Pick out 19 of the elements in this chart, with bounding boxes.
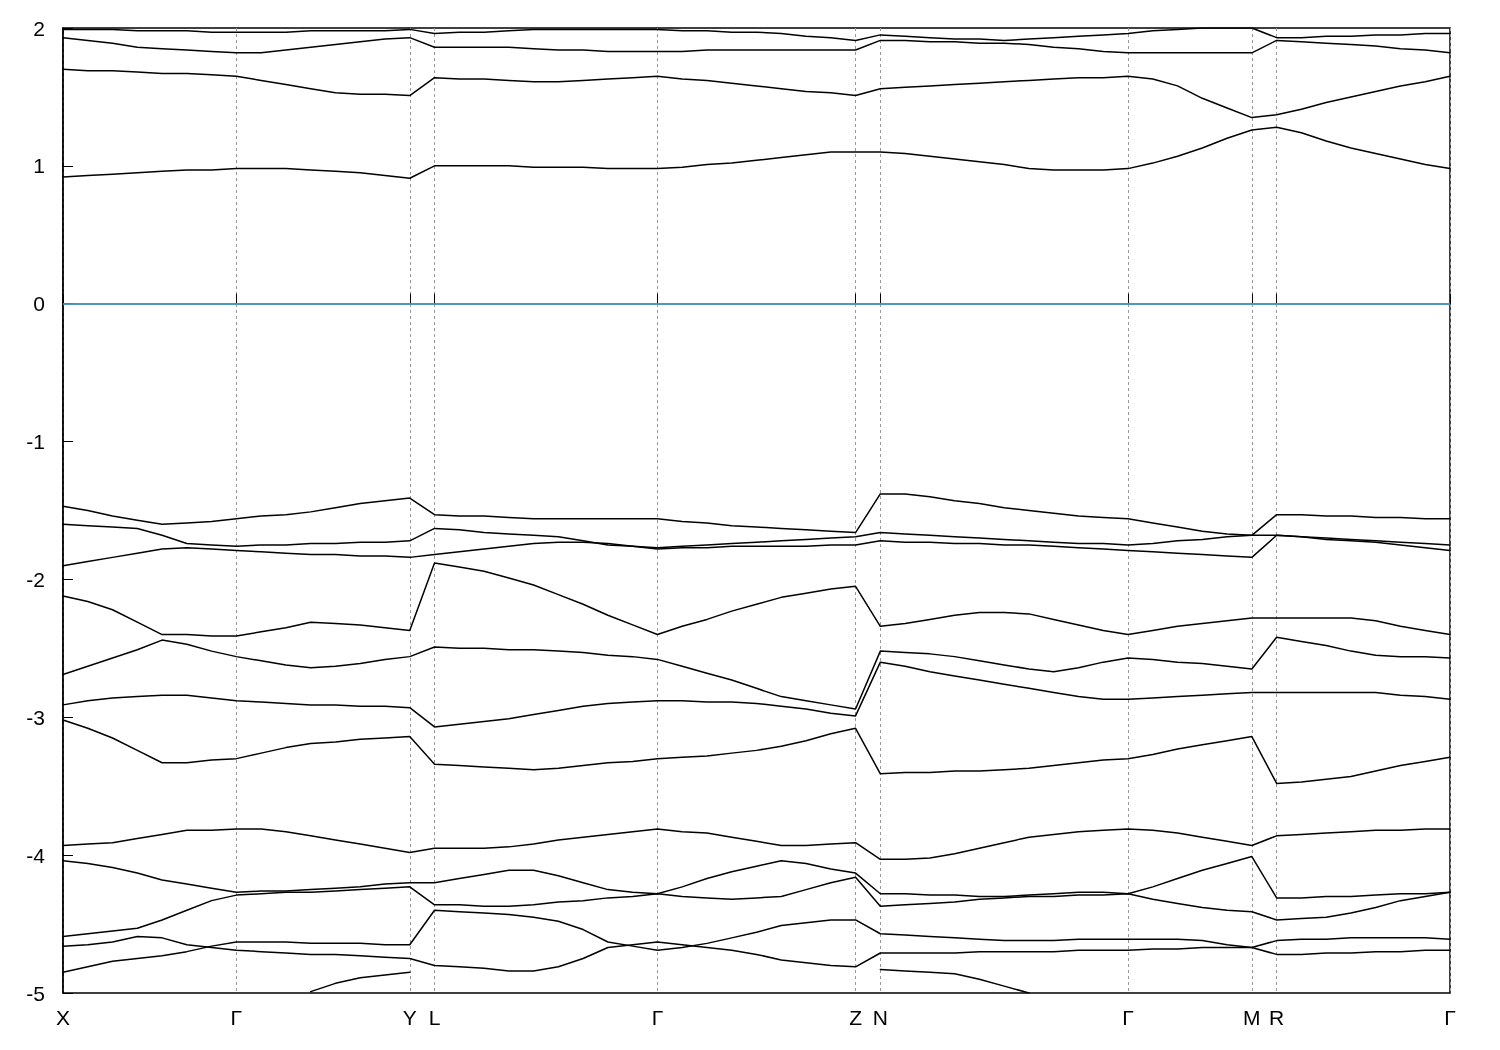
x-tick-label: Γ (1122, 1006, 1134, 1029)
x-tick-label: N (872, 1006, 888, 1029)
x-tick-label: Y (402, 1006, 417, 1029)
y-tick-label: -3 (26, 705, 45, 729)
x-tick-label: Γ (230, 1006, 243, 1029)
x-tick-label: L (428, 1006, 441, 1029)
y-tick-label: -4 (26, 843, 46, 867)
x-tick-label: Γ (1444, 1006, 1456, 1029)
x-tick-label: R (1269, 1006, 1285, 1029)
x-tick-label: Γ (651, 1006, 664, 1029)
y-tick-label: -2 (26, 567, 45, 591)
x-tick-label: M (1243, 1006, 1261, 1029)
y-tick-label: 1 (33, 154, 45, 178)
y-tick-label: -5 (26, 981, 45, 1005)
y-tick-label: 0 (33, 292, 45, 316)
x-tick-label: Z (849, 1006, 863, 1029)
y-tick-label: 2 (33, 16, 45, 40)
x-tick-label: X (55, 1006, 71, 1029)
y-tick-label: -1 (26, 430, 45, 454)
